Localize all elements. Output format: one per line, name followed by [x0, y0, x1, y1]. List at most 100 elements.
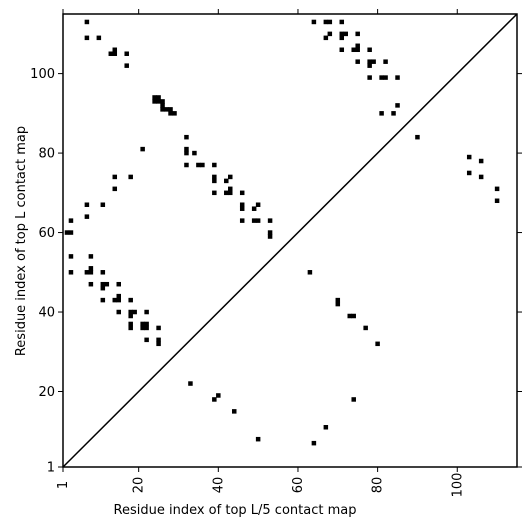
contact-point	[88, 270, 94, 275]
contact-point	[224, 190, 229, 196]
contact-point	[156, 99, 161, 104]
contact-point	[68, 254, 74, 259]
contact-point	[100, 281, 106, 287]
contact-point	[184, 162, 189, 168]
contact-point	[112, 297, 118, 303]
x-axis-ticks: 1 20 40 60 80 100	[56, 9, 465, 497]
contact-point	[84, 19, 90, 25]
contact-point	[228, 190, 233, 196]
contact-point	[128, 325, 133, 331]
contact-point	[68, 270, 74, 275]
contact-point	[68, 230, 74, 235]
contact-point	[144, 321, 149, 327]
contact-point	[224, 178, 229, 184]
x-tick-label: 1	[56, 481, 71, 489]
contact-point	[104, 281, 110, 287]
contact-point	[478, 158, 484, 164]
contact-point	[327, 19, 333, 25]
contact-point	[228, 186, 233, 192]
contact-point	[311, 440, 317, 446]
contact-point	[68, 218, 74, 223]
contact-point	[144, 325, 149, 331]
contact-point	[124, 51, 129, 56]
contact-point	[88, 254, 94, 259]
y-tick-label: 100	[30, 67, 55, 82]
contact-point	[379, 111, 384, 116]
contact-point	[391, 111, 396, 116]
contact-point	[383, 75, 388, 80]
contact-point	[160, 103, 165, 108]
contact-point	[232, 409, 237, 414]
contact-point	[251, 218, 257, 223]
contact-point	[64, 230, 70, 235]
contact-point	[267, 218, 273, 223]
contact-point	[339, 31, 345, 37]
contact-point	[200, 162, 205, 168]
contact-point	[112, 47, 118, 53]
contact-point	[160, 99, 165, 104]
contact-point	[84, 270, 90, 275]
contact-point	[371, 59, 376, 64]
contact-point	[347, 313, 352, 319]
contact-point	[339, 47, 345, 53]
contact-point	[415, 134, 420, 140]
contact-point	[494, 198, 500, 204]
contact-point	[323, 425, 329, 430]
diagonal-line	[62, 13, 518, 468]
contact-point	[100, 270, 106, 275]
contact-point	[84, 214, 90, 219]
contact-point	[212, 397, 217, 402]
contact-point	[132, 309, 137, 315]
y-axis-label: Residue index of top L contact map	[14, 126, 29, 356]
contact-point	[108, 51, 114, 56]
contact-point	[116, 281, 121, 287]
contact-point	[212, 162, 217, 168]
contact-point	[112, 186, 118, 192]
contact-point	[228, 174, 233, 180]
contact-point	[355, 47, 360, 53]
contact-point	[239, 202, 245, 207]
y-tick-label: 20	[38, 385, 55, 400]
contact-point	[375, 341, 380, 347]
contact-point	[84, 35, 90, 41]
contact-point	[367, 63, 372, 68]
contact-point	[140, 146, 145, 152]
contact-point	[323, 19, 329, 25]
x-tick-label: 20	[132, 477, 147, 494]
contact-point	[128, 321, 133, 327]
contact-point	[343, 31, 348, 37]
contact-point	[339, 35, 345, 41]
contact-point	[351, 397, 356, 402]
contact-point	[355, 59, 360, 64]
contact-point	[351, 47, 356, 53]
contact-point	[100, 285, 106, 291]
contact-point	[363, 325, 368, 331]
contact-point	[196, 162, 201, 168]
contact-point	[395, 103, 400, 108]
contact-point	[367, 59, 372, 64]
contact-point	[184, 150, 189, 156]
y-tick-label: 60	[38, 226, 55, 241]
contact-point	[307, 270, 313, 275]
contact-point	[255, 436, 261, 442]
contact-point	[88, 266, 94, 271]
contact-point	[128, 297, 133, 303]
x-axis-label: Residue index of top L/5 contact map	[114, 503, 357, 518]
contact-point	[251, 206, 257, 211]
contact-point	[152, 99, 157, 104]
contact-point	[172, 111, 177, 116]
contact-point	[144, 309, 149, 315]
contact-point	[327, 31, 333, 37]
contact-point	[339, 19, 345, 25]
contact-point	[168, 107, 173, 112]
contact-point	[184, 146, 189, 152]
contact-point	[124, 63, 129, 68]
contact-point	[156, 95, 161, 100]
contact-point	[168, 111, 173, 116]
contact-point	[216, 393, 221, 398]
contact-point	[466, 170, 472, 176]
y-axis-ticks: 1 20 40 60 80 100	[30, 67, 522, 476]
contact-point	[212, 174, 217, 180]
contact-point	[367, 75, 372, 80]
